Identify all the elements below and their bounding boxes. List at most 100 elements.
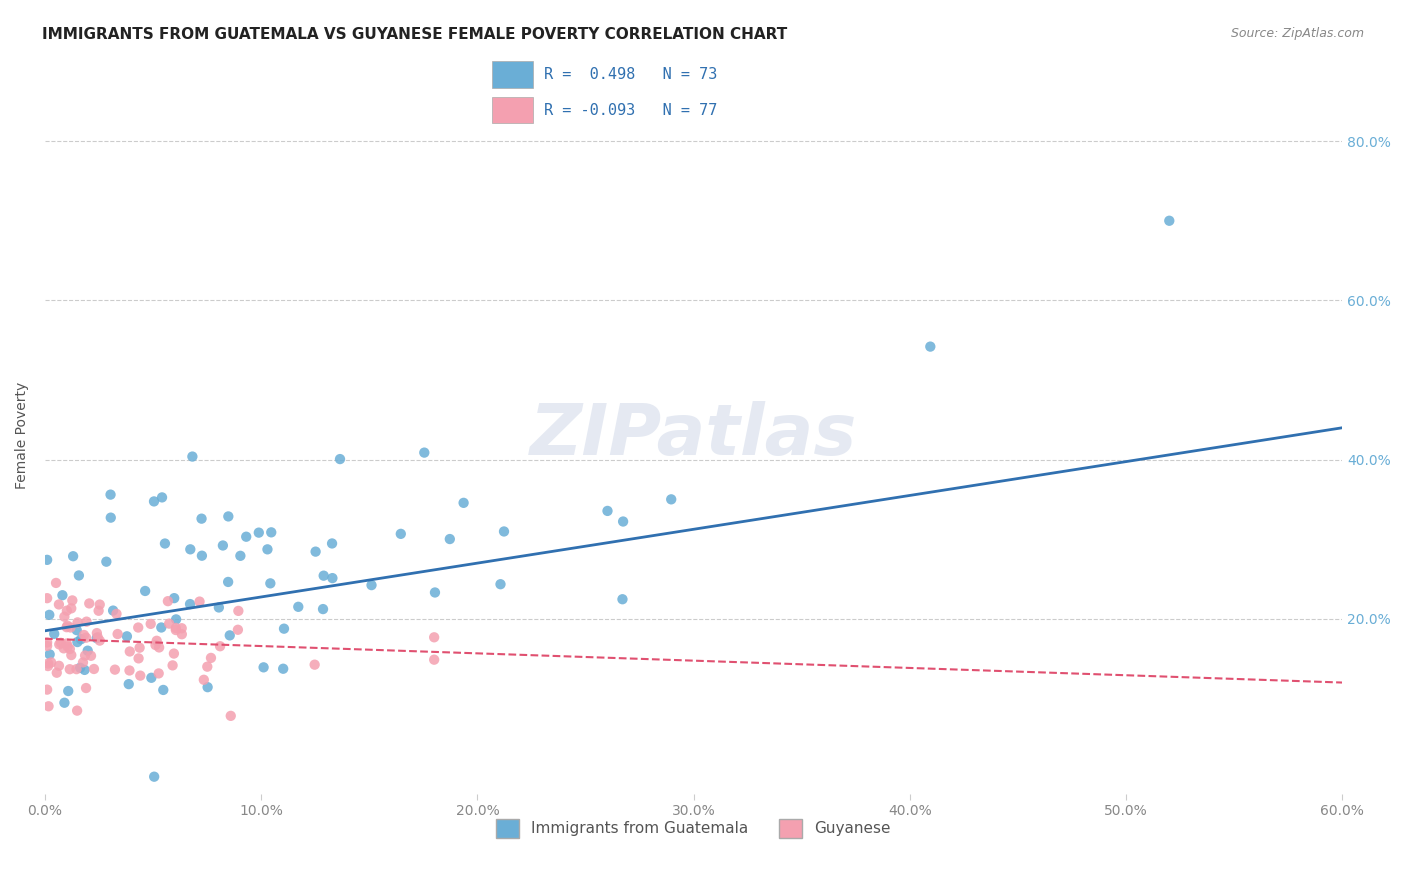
Point	[179, 542, 201, 557]
Point	[70, 632, 93, 647]
Point	[156, 594, 179, 608]
Point	[659, 492, 682, 507]
Point	[75, 681, 97, 695]
Point	[1159, 213, 1181, 227]
Point	[612, 515, 634, 529]
Point	[423, 630, 446, 644]
Point	[141, 671, 163, 685]
Point	[304, 544, 326, 558]
Point	[596, 504, 619, 518]
Point	[252, 660, 274, 674]
Point	[165, 623, 187, 637]
Point	[191, 549, 214, 563]
Point	[209, 639, 232, 653]
Point	[60, 593, 83, 607]
Point	[73, 628, 96, 642]
Point	[260, 525, 283, 540]
Point	[163, 591, 186, 606]
Point	[65, 662, 87, 676]
Point	[118, 644, 141, 658]
Text: IMMIGRANTS FROM GUATEMALA VS GUYANESE FEMALE POVERTY CORRELATION CHART: IMMIGRANTS FROM GUATEMALA VS GUYANESE FE…	[42, 27, 787, 42]
Point	[60, 648, 83, 662]
Point	[489, 577, 512, 591]
FancyBboxPatch shape	[492, 62, 533, 87]
Point	[453, 496, 475, 510]
Point	[51, 588, 73, 602]
Point	[304, 657, 326, 672]
Point	[153, 536, 176, 550]
Point	[190, 511, 212, 525]
Point	[188, 594, 211, 608]
Point	[59, 620, 82, 634]
Point	[53, 609, 76, 624]
Point	[44, 627, 66, 641]
Point	[226, 623, 249, 637]
Point	[127, 621, 149, 635]
Point	[143, 494, 166, 508]
Point	[87, 604, 110, 618]
Point	[69, 661, 91, 675]
Point	[37, 657, 59, 671]
Point	[66, 635, 89, 649]
Point	[118, 664, 141, 678]
Point	[492, 524, 515, 539]
Point	[55, 636, 77, 650]
Point	[89, 633, 111, 648]
Point	[259, 576, 281, 591]
Point	[271, 662, 294, 676]
Point	[219, 709, 242, 723]
Point	[66, 623, 89, 637]
Point	[389, 526, 412, 541]
Point	[53, 696, 76, 710]
Point	[105, 607, 128, 621]
Point	[321, 536, 343, 550]
Point	[360, 578, 382, 592]
Point	[107, 627, 129, 641]
Point	[152, 682, 174, 697]
Point	[37, 682, 59, 697]
Text: R = -0.093   N = 77: R = -0.093 N = 77	[544, 103, 717, 118]
Point	[72, 656, 94, 670]
Point	[45, 576, 67, 591]
Point	[87, 630, 110, 644]
Point	[86, 626, 108, 640]
Y-axis label: Female Poverty: Female Poverty	[15, 382, 30, 490]
Point	[217, 509, 239, 524]
Point	[83, 662, 105, 676]
Point	[256, 542, 278, 557]
Point	[170, 621, 193, 635]
Point	[75, 631, 97, 645]
Point	[920, 340, 942, 354]
Point	[38, 699, 60, 714]
Point	[66, 704, 89, 718]
Point	[48, 658, 70, 673]
Point	[56, 640, 79, 654]
Point	[76, 615, 98, 629]
Point	[197, 680, 219, 694]
Point	[118, 677, 141, 691]
Point	[273, 622, 295, 636]
Point	[39, 656, 62, 670]
Point	[181, 450, 204, 464]
Point	[73, 663, 96, 677]
Point	[179, 597, 201, 611]
Point	[96, 555, 118, 569]
Point	[235, 530, 257, 544]
Point	[76, 643, 98, 657]
Point	[37, 591, 59, 606]
Point	[134, 584, 156, 599]
Point	[148, 666, 170, 681]
Point	[439, 532, 461, 546]
Point	[287, 599, 309, 614]
Point	[59, 642, 82, 657]
Point	[48, 637, 70, 651]
Point	[217, 574, 239, 589]
Point	[612, 592, 634, 607]
Point	[212, 539, 235, 553]
Text: ZIPatlas: ZIPatlas	[530, 401, 858, 470]
Point	[67, 568, 90, 582]
FancyBboxPatch shape	[492, 96, 533, 123]
Point	[49, 636, 72, 650]
Point	[100, 510, 122, 524]
Point	[193, 673, 215, 687]
